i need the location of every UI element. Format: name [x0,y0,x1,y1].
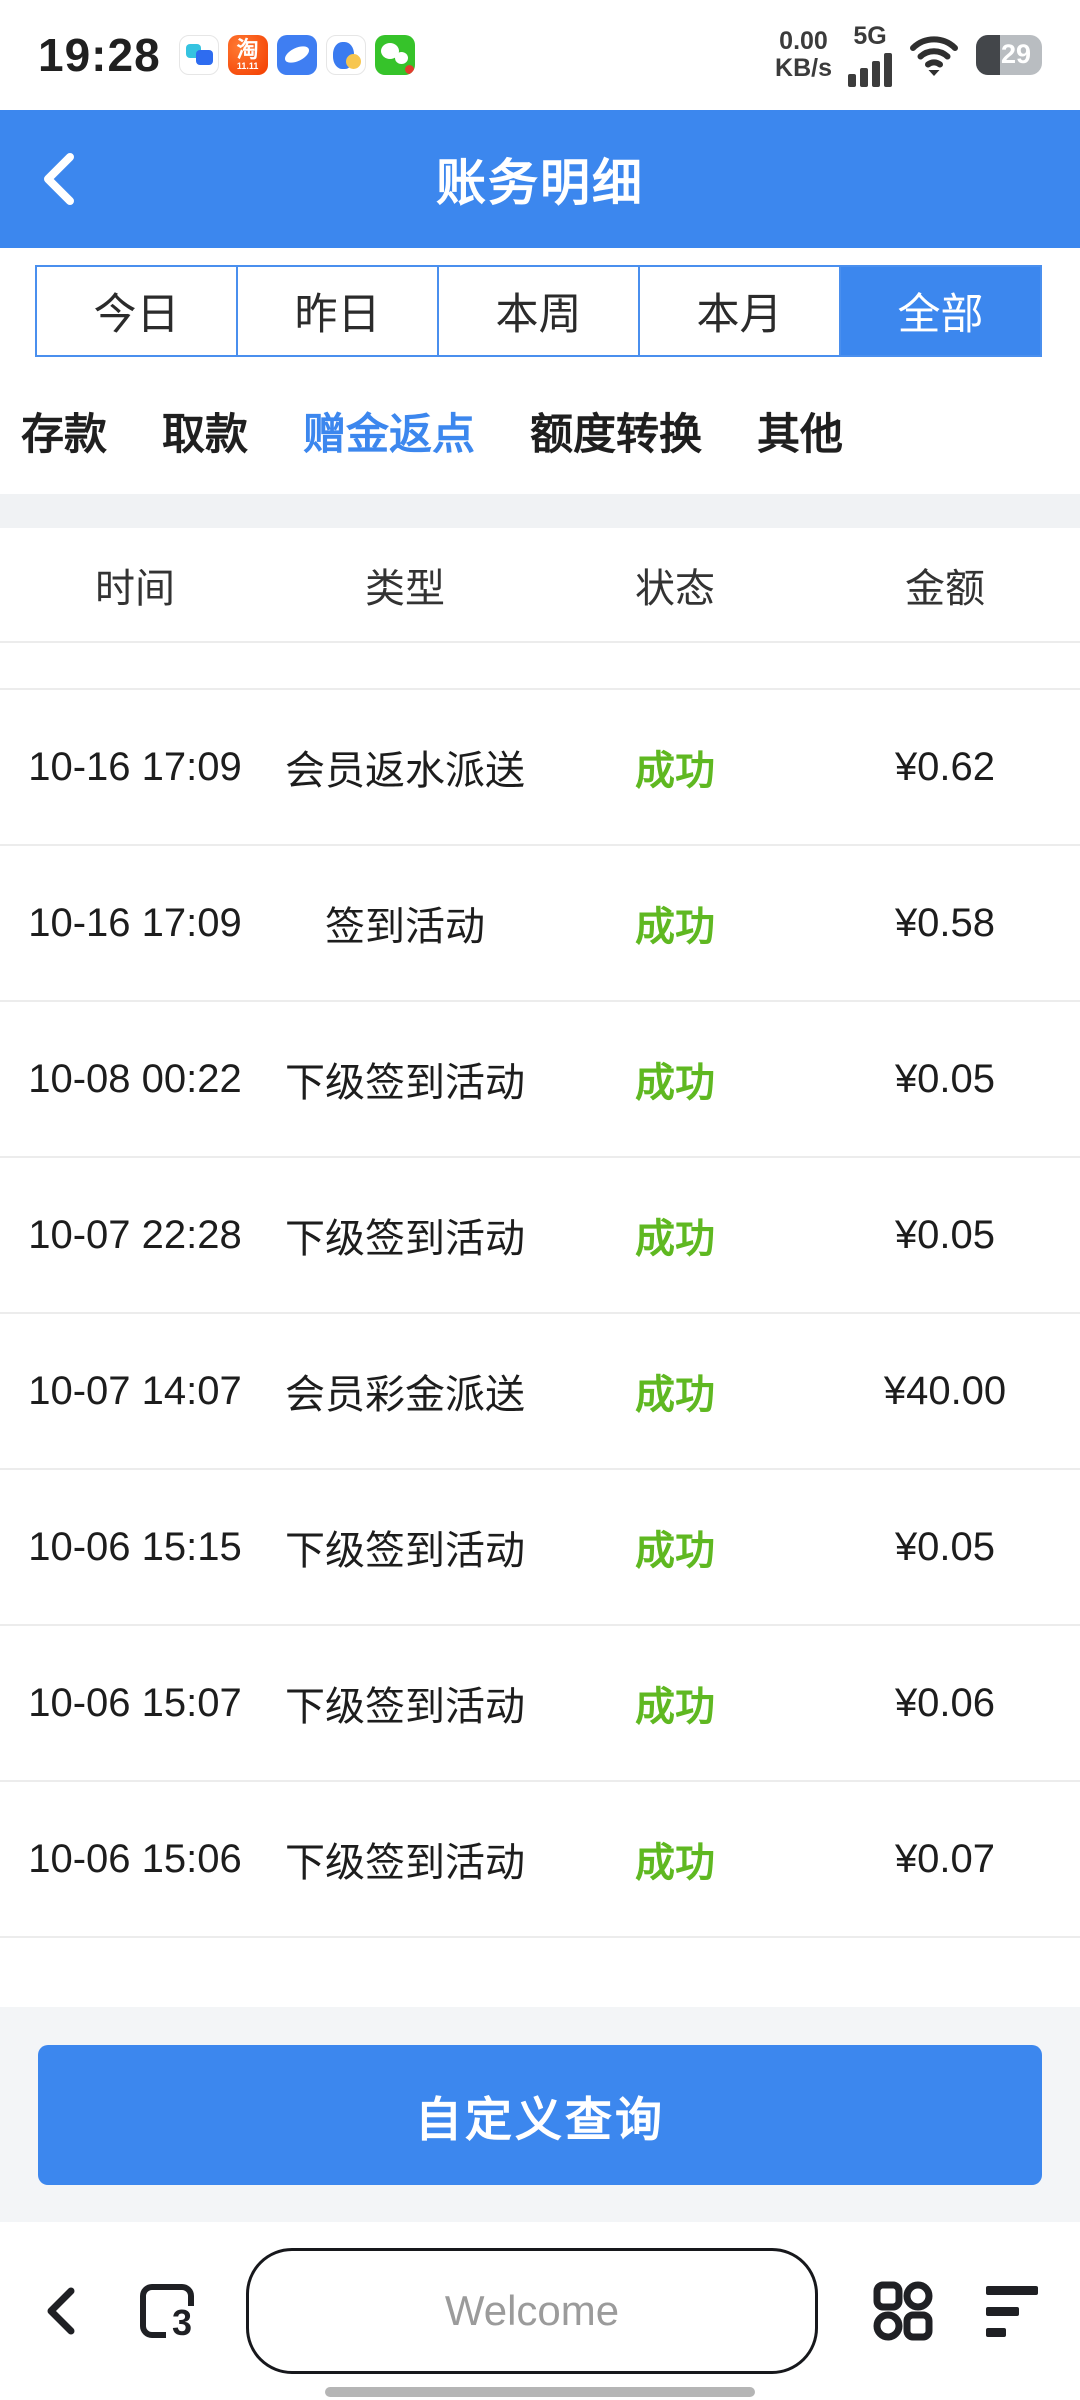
cell-status: 成功 [635,1685,715,1729]
cell-time: 10-07 14:07 [28,1368,242,1413]
cell-type: 会员返水派送 [285,749,525,793]
cell-type: 下级签到活动 [285,1529,525,1573]
cell-type: 下级签到活动 [285,1061,525,1105]
table-row[interactable]: 10-07 14:07 会员彩金派送 成功 ¥40.00 [0,1314,1080,1470]
table-row[interactable]: 10-08 00:22 下级签到活动 成功 ¥0.05 [0,1002,1080,1158]
custom-query-button[interactable]: 自定义查询 [38,2045,1042,2185]
cell-time: 10-06 15:15 [28,1524,242,1569]
table-row[interactable]: 10-06 15:06 下级签到活动 成功 ¥0.07 [0,1782,1080,1938]
nav-back-icon[interactable] [42,2285,78,2337]
signal-indicator: 5G [848,21,892,87]
column-header-status: 状态 [635,566,715,611]
column-header-type: 类型 [365,566,445,611]
filter-withdrawal[interactable]: 取款 [162,411,248,459]
quark-browser-app-icon [276,35,317,75]
filter-deposit[interactable]: 存款 [21,411,107,459]
table-header-row: 时间 类型 状态 金额 [0,528,1080,643]
table-row[interactable]: 10-16 17:09 会员返水派送 成功 ¥0.62 [0,690,1080,846]
battery-percent: 29 [1001,38,1032,69]
back-chevron-icon[interactable] [38,151,78,207]
cell-type: 会员彩金派送 [285,1373,525,1417]
address-bar-text: Welcome [444,2287,620,2334]
home-indicator[interactable] [325,2387,755,2397]
bottom-section: 自定义查询 [0,2007,1080,2222]
table-empty-strip [0,643,1080,690]
status-bar: 19:28 淘 11.11 0.00 KB/s 5G [0,0,1080,110]
cell-time: 10-06 15:06 [28,1836,242,1881]
taobao-app-icon: 淘 11.11 [227,35,268,75]
cell-status: 成功 [635,1217,715,1261]
cell-type: 下级签到活动 [285,1685,525,1729]
status-time: 19:28 [38,29,161,81]
cell-status: 成功 [635,1841,715,1885]
cell-type: 下级签到活动 [285,1841,525,1885]
battery-icon: 29 [976,35,1042,75]
cell-amount: ¥0.05 [894,1212,996,1257]
table-row[interactable]: 10-16 17:09 签到活动 成功 ¥0.58 [0,846,1080,1002]
cell-amount: ¥0.05 [894,1056,996,1101]
cell-time: 10-08 00:22 [28,1056,242,1101]
column-header-time: 时间 [95,566,175,611]
category-filters: 存款 取款 赠金返点 额度转换 其他 [0,368,1080,494]
network-type-label: 5G [853,21,887,50]
app-header: 账务明细 [0,110,1080,248]
taobao-badge: 11.11 [236,61,259,71]
network-speed: 0.00 KB/s [775,28,832,82]
apps-grid-icon[interactable] [870,2278,936,2344]
column-header-amount: 金额 [905,566,985,611]
cell-amount: ¥0.62 [894,744,996,789]
cell-type: 签到活动 [325,905,485,949]
menu-lines-icon[interactable] [986,2285,1038,2337]
status-bar-right: 0.00 KB/s 5G 29 [775,21,1042,87]
table-row[interactable]: 10-07 22:28 下级签到活动 成功 ¥0.05 [0,1158,1080,1314]
cell-time: 10-07 22:28 [28,1212,242,1257]
tab-count: 3 [171,2302,192,2343]
tab-counter-icon[interactable]: 3 [140,2284,198,2343]
browser-nav-bar: 3 Welcome [0,2222,1080,2400]
filter-bonus-rebate[interactable]: 赠金返点 [303,411,475,459]
wechat-app-icon [374,35,415,75]
cell-amount: ¥40.00 [883,1368,1007,1413]
tab-today[interactable]: 今日 [93,291,180,339]
cell-time: 10-16 17:09 [28,900,242,945]
wifi-icon [910,36,958,76]
cell-type: 下级签到活动 [285,1217,525,1261]
table-row[interactable]: 10-06 15:15 下级签到活动 成功 ¥0.05 [0,1470,1080,1626]
cell-time: 10-16 17:09 [28,744,242,789]
cloud-drive-app-icon [325,35,366,75]
tab-this-week[interactable]: 本周 [437,267,638,355]
network-speed-unit: KB/s [775,54,832,82]
tab-this-month[interactable]: 本月 [638,267,839,355]
tab-yesterday[interactable]: 昨日 [236,267,437,355]
filter-credit-conversion[interactable]: 额度转换 [530,411,702,459]
notification-icons: 淘 11.11 [178,35,415,75]
filter-other[interactable]: 其他 [757,411,843,459]
cell-amount: ¥0.06 [894,1680,996,1725]
section-divider-band [0,494,1080,528]
page-title: 账务明细 [436,155,644,211]
address-bar[interactable]: Welcome [246,2248,818,2374]
cell-amount: ¥0.05 [894,1524,996,1569]
cell-status: 成功 [635,905,715,949]
tab-all[interactable]: 全部 [839,267,1040,355]
cell-status: 成功 [635,749,715,793]
custom-query-label: 自定义查询 [415,2092,665,2146]
date-range-tabs: 今日 昨日 本周 本月 全部 [35,265,1042,357]
cell-status: 成功 [635,1529,715,1573]
chat-app-icon [178,35,219,75]
signal-bars-icon [848,52,892,87]
network-speed-value: 0.00 [779,27,828,55]
cell-time: 10-06 15:07 [28,1680,242,1725]
cell-amount: ¥0.07 [894,1836,996,1881]
cell-amount: ¥0.58 [894,900,996,945]
taobao-glyph: 淘 [236,37,259,62]
transactions-table: 时间 类型 状态 金额 10-16 17:09 会员返水派送 成功 ¥0.62 … [0,528,1080,1938]
table-row[interactable]: 10-06 15:07 下级签到活动 成功 ¥0.06 [0,1626,1080,1782]
cell-status: 成功 [635,1061,715,1105]
cell-status: 成功 [635,1373,715,1417]
status-bar-left: 19:28 淘 11.11 [38,28,415,82]
